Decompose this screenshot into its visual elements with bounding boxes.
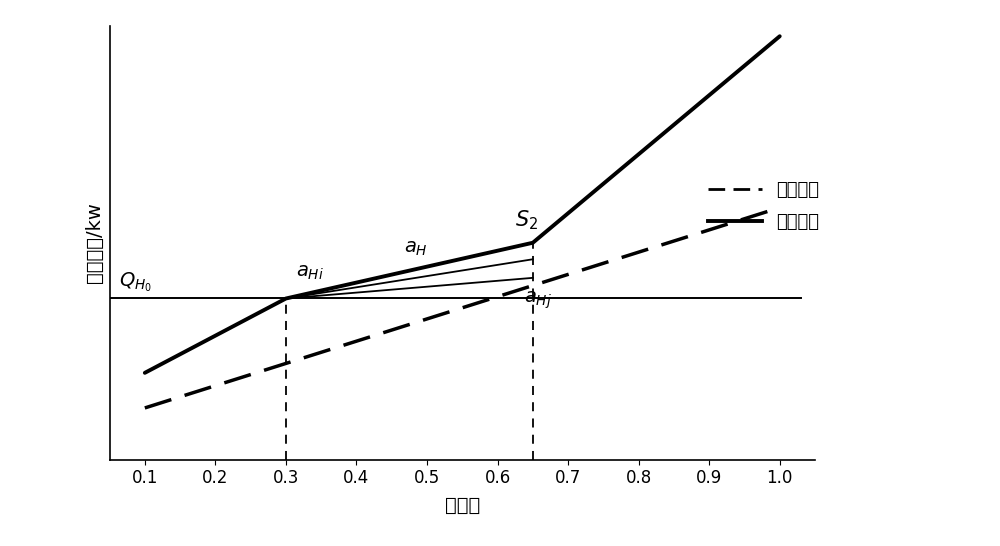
Text: $a_{Hj}$: $a_{Hj}$ (524, 289, 552, 311)
Legend: 热能下限, 热能上限: 热能下限, 热能上限 (701, 174, 827, 239)
Text: $a_{Hi}$: $a_{Hi}$ (296, 264, 324, 282)
Text: $Q_{H_0}$: $Q_{H_0}$ (119, 271, 152, 294)
Text: $S_2$: $S_2$ (515, 209, 538, 233)
Y-axis label: 热能功率/kw: 热能功率/kw (85, 203, 104, 283)
Text: $a_H$: $a_H$ (404, 240, 428, 258)
X-axis label: 负载率: 负载率 (445, 496, 480, 515)
